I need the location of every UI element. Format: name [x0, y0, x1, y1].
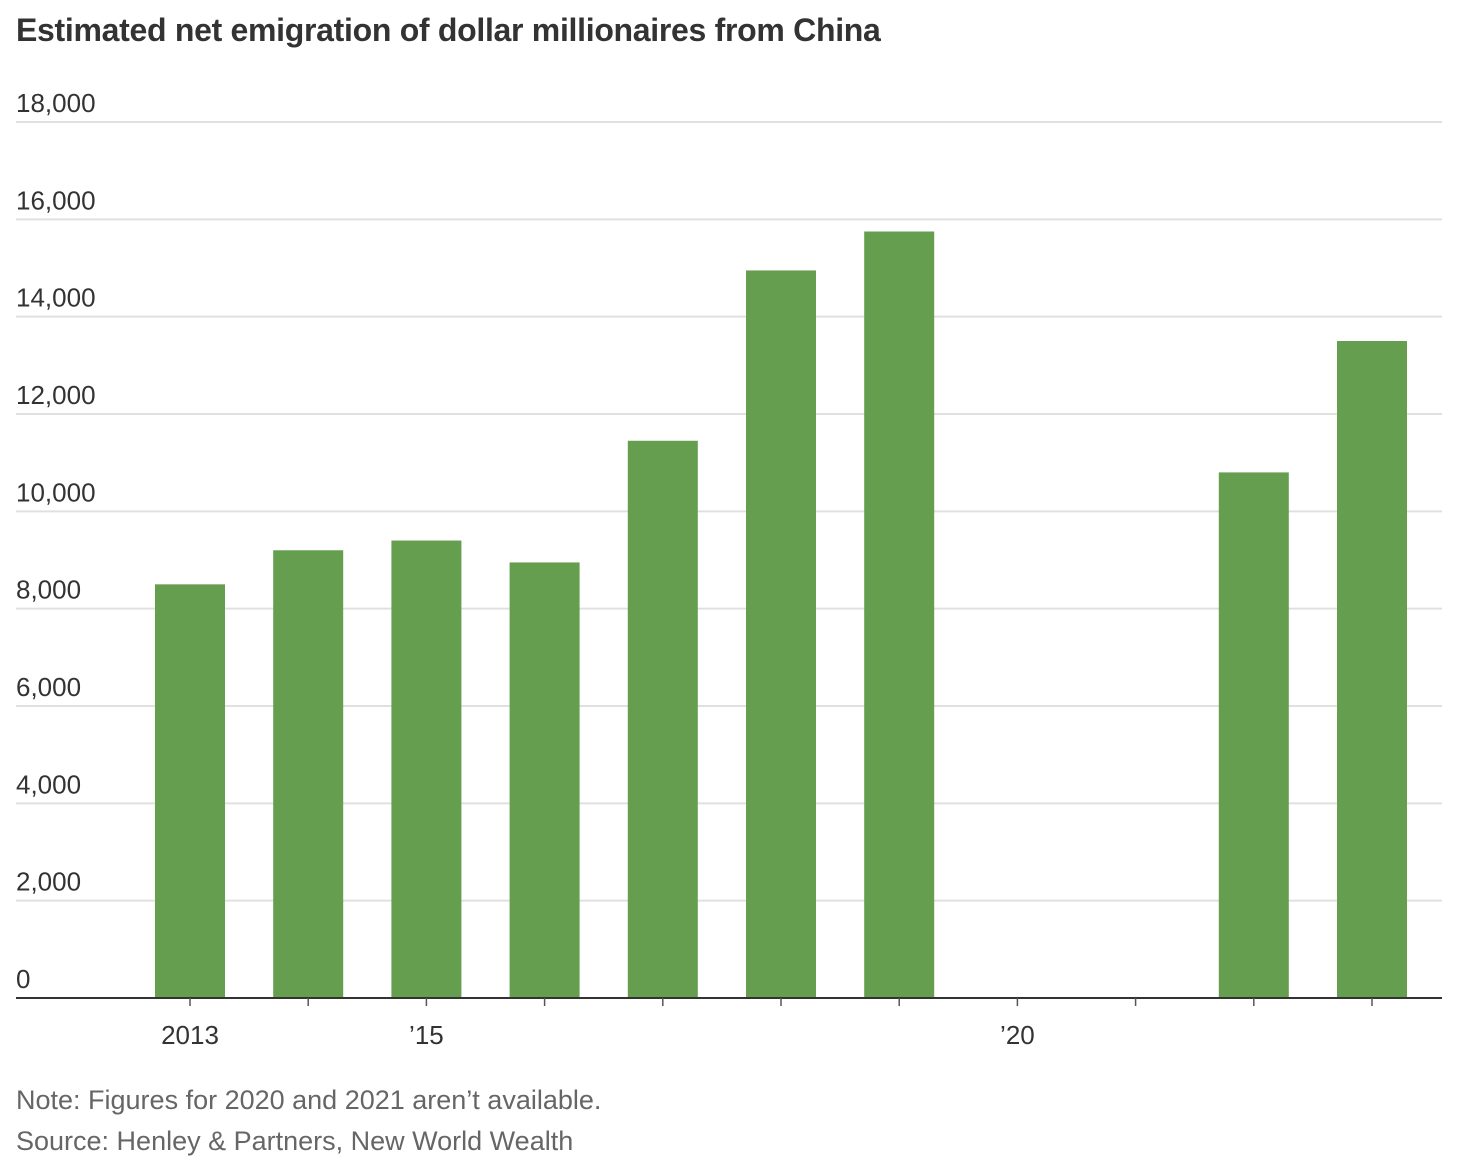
y-tick-label: 6,000: [16, 672, 81, 702]
chart-source: Source: Henley & Partners, New World Wea…: [16, 1126, 574, 1156]
y-tick-label: 4,000: [16, 769, 81, 799]
bar-2018: [746, 270, 816, 998]
bar-2013: [155, 584, 225, 998]
y-tick-label: 8,000: [16, 575, 81, 605]
chart-title: Estimated net emigration of dollar milli…: [16, 12, 881, 48]
chart-note: Note: Figures for 2020 and 2021 aren’t a…: [16, 1085, 602, 1115]
bars: [155, 231, 1407, 998]
y-tick-label: 16,000: [16, 185, 96, 215]
bar-2016: [509, 562, 580, 998]
y-tick-label: 14,000: [16, 283, 96, 313]
y-tick-label: 18,000: [16, 88, 96, 118]
bar-2015: [391, 540, 462, 998]
x-axis-tick-labels: 2013 ’15 ’20: [161, 1020, 1035, 1050]
x-tick-label: ’20: [1000, 1020, 1035, 1050]
x-tick-label: 2013: [161, 1020, 219, 1050]
y-tick-label: 0: [16, 964, 30, 994]
y-tick-label: 12,000: [16, 380, 96, 410]
bar-2014: [273, 550, 344, 998]
bar-2019: [864, 231, 935, 998]
x-tick-label: ’15: [409, 1020, 444, 1050]
bar-2023: [1337, 341, 1407, 998]
bar-2017: [627, 440, 698, 998]
gridlines: [16, 121, 1442, 902]
x-axis-tick-marks: [189, 998, 1373, 1006]
y-axis-tick-labels: 0 2,000 4,000 6,000 8,000 10,000 12,000 14,000 1…: [16, 88, 96, 994]
y-tick-label: 10,000: [16, 477, 96, 507]
bar-2022: [1218, 472, 1289, 998]
y-tick-label: 2,000: [16, 867, 81, 897]
